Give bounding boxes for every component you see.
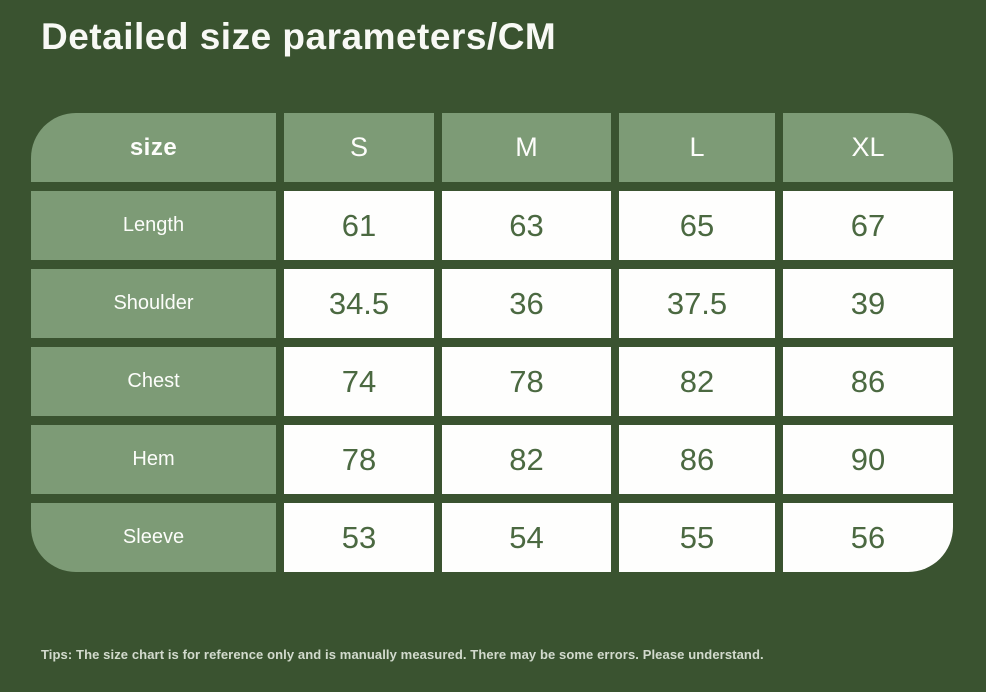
table-cell-hem-m: 82 xyxy=(442,425,611,494)
header-cell-xl: XL xyxy=(783,113,953,182)
table-cell-chest-xl: 86 xyxy=(783,347,953,416)
row-label-sleeve: Sleeve xyxy=(31,503,276,572)
size-chart-table: size S M L XL Length 61 63 65 67 Shoulde… xyxy=(31,113,953,572)
table-cell-shoulder-m: 36 xyxy=(442,269,611,338)
row-label-hem: Hem xyxy=(31,425,276,494)
table-cell-chest-l: 82 xyxy=(619,347,775,416)
table-cell-sleeve-m: 54 xyxy=(442,503,611,572)
row-label-shoulder: Shoulder xyxy=(31,269,276,338)
header-cell-l: L xyxy=(619,113,775,182)
table-cell-sleeve-xl: 56 xyxy=(783,503,953,572)
table-cell-hem-l: 86 xyxy=(619,425,775,494)
table-cell-length-l: 65 xyxy=(619,191,775,260)
row-label-length: Length xyxy=(31,191,276,260)
table-cell-length-m: 63 xyxy=(442,191,611,260)
table-cell-length-xl: 67 xyxy=(783,191,953,260)
tips-note: Tips: The size chart is for reference on… xyxy=(41,647,764,662)
table-cell-shoulder-s: 34.5 xyxy=(284,269,434,338)
table-cell-chest-m: 78 xyxy=(442,347,611,416)
header-cell-m: M xyxy=(442,113,611,182)
table-cell-chest-s: 74 xyxy=(284,347,434,416)
table-cell-shoulder-l: 37.5 xyxy=(619,269,775,338)
page-title: Detailed size parameters/CM xyxy=(41,16,557,57)
header-cell-s: S xyxy=(284,113,434,182)
table-cell-length-s: 61 xyxy=(284,191,434,260)
table-cell-hem-xl: 90 xyxy=(783,425,953,494)
header-cell-size: size xyxy=(31,113,276,182)
table-cell-shoulder-xl: 39 xyxy=(783,269,953,338)
table-cell-sleeve-l: 55 xyxy=(619,503,775,572)
table-cell-hem-s: 78 xyxy=(284,425,434,494)
table-cell-sleeve-s: 53 xyxy=(284,503,434,572)
row-label-chest: Chest xyxy=(31,347,276,416)
